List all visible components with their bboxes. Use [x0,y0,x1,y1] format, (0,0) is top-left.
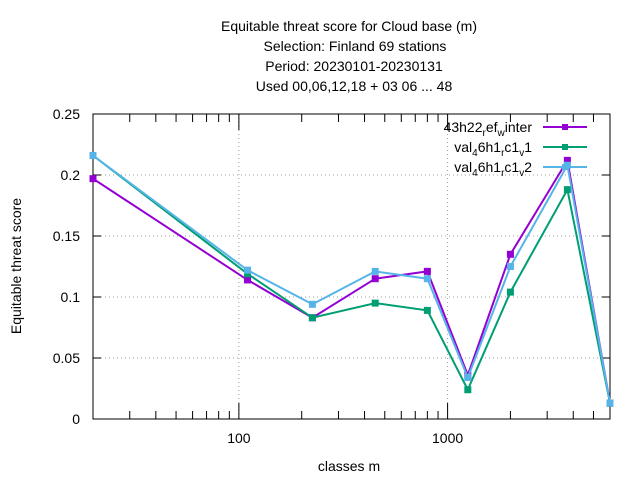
data-point [371,275,379,283]
y-tick-label: 0.05 [53,350,80,366]
legend-swatch-marker [562,124,568,130]
x-tick-label: 100 [227,430,251,446]
data-point [244,276,252,284]
data-point [371,299,379,307]
legend-entry: val46h1rc1v2 [454,159,587,179]
axis-ticks [93,113,610,420]
series-group [89,151,614,407]
series-line [92,157,611,404]
legend-swatch-marker [562,144,568,150]
y-tick-label: 0 [72,411,80,427]
x-axis-label: classes m [318,458,380,474]
series-line [92,154,611,404]
data-point [308,300,316,308]
data-point [506,263,514,270]
title-line-4: Used 00,06,12,18 + 03 06 ... 48 [256,78,453,94]
title-line-3: Period: 20230101-20230131 [265,58,443,74]
data-point [308,314,316,322]
data-point [89,175,97,183]
series-2 [89,151,614,407]
legend-swatch-marker [562,164,568,170]
title-line-2: Selection: Finland 69 stations [264,38,447,54]
x-tick-label: 1000 [432,430,463,446]
series-line [92,154,611,404]
legend-label: val46h1rc1v2 [454,159,532,179]
grid [93,114,610,419]
data-point [563,186,571,194]
data-point [423,267,431,275]
tick-labels: 0 0.05 0.1 0.15 0.2 0.25 100 1000 [53,106,464,446]
plot-frame [92,113,611,420]
y-tick-label: 0.15 [53,228,80,244]
legend-label: val46h1rc1v1 [454,139,532,159]
data-point [464,386,472,394]
y-tick-label: 0.2 [61,167,81,183]
data-point [506,250,514,258]
series-1 [89,156,614,407]
data-point [423,306,431,314]
legend-label: 43h22refwinter [444,119,533,139]
data-point [506,288,514,296]
data-point [606,399,614,407]
y-tick-label: 0.1 [61,289,81,305]
data-point [423,275,431,283]
data-point [244,266,252,274]
series-3 [89,151,614,407]
legend-entry: 43h22refwinter [444,119,587,139]
y-tick-label: 0.25 [53,106,80,122]
chart-title: Equitable threat score for Cloud base (m… [221,18,477,94]
title-line-1: Equitable threat score for Cloud base (m… [221,18,477,34]
data-point [464,374,472,382]
y-axis-label: Equitable threat score [8,198,24,334]
data-point [371,267,379,275]
legend-entry: val46h1rc1v1 [454,139,587,159]
data-point [89,151,97,159]
